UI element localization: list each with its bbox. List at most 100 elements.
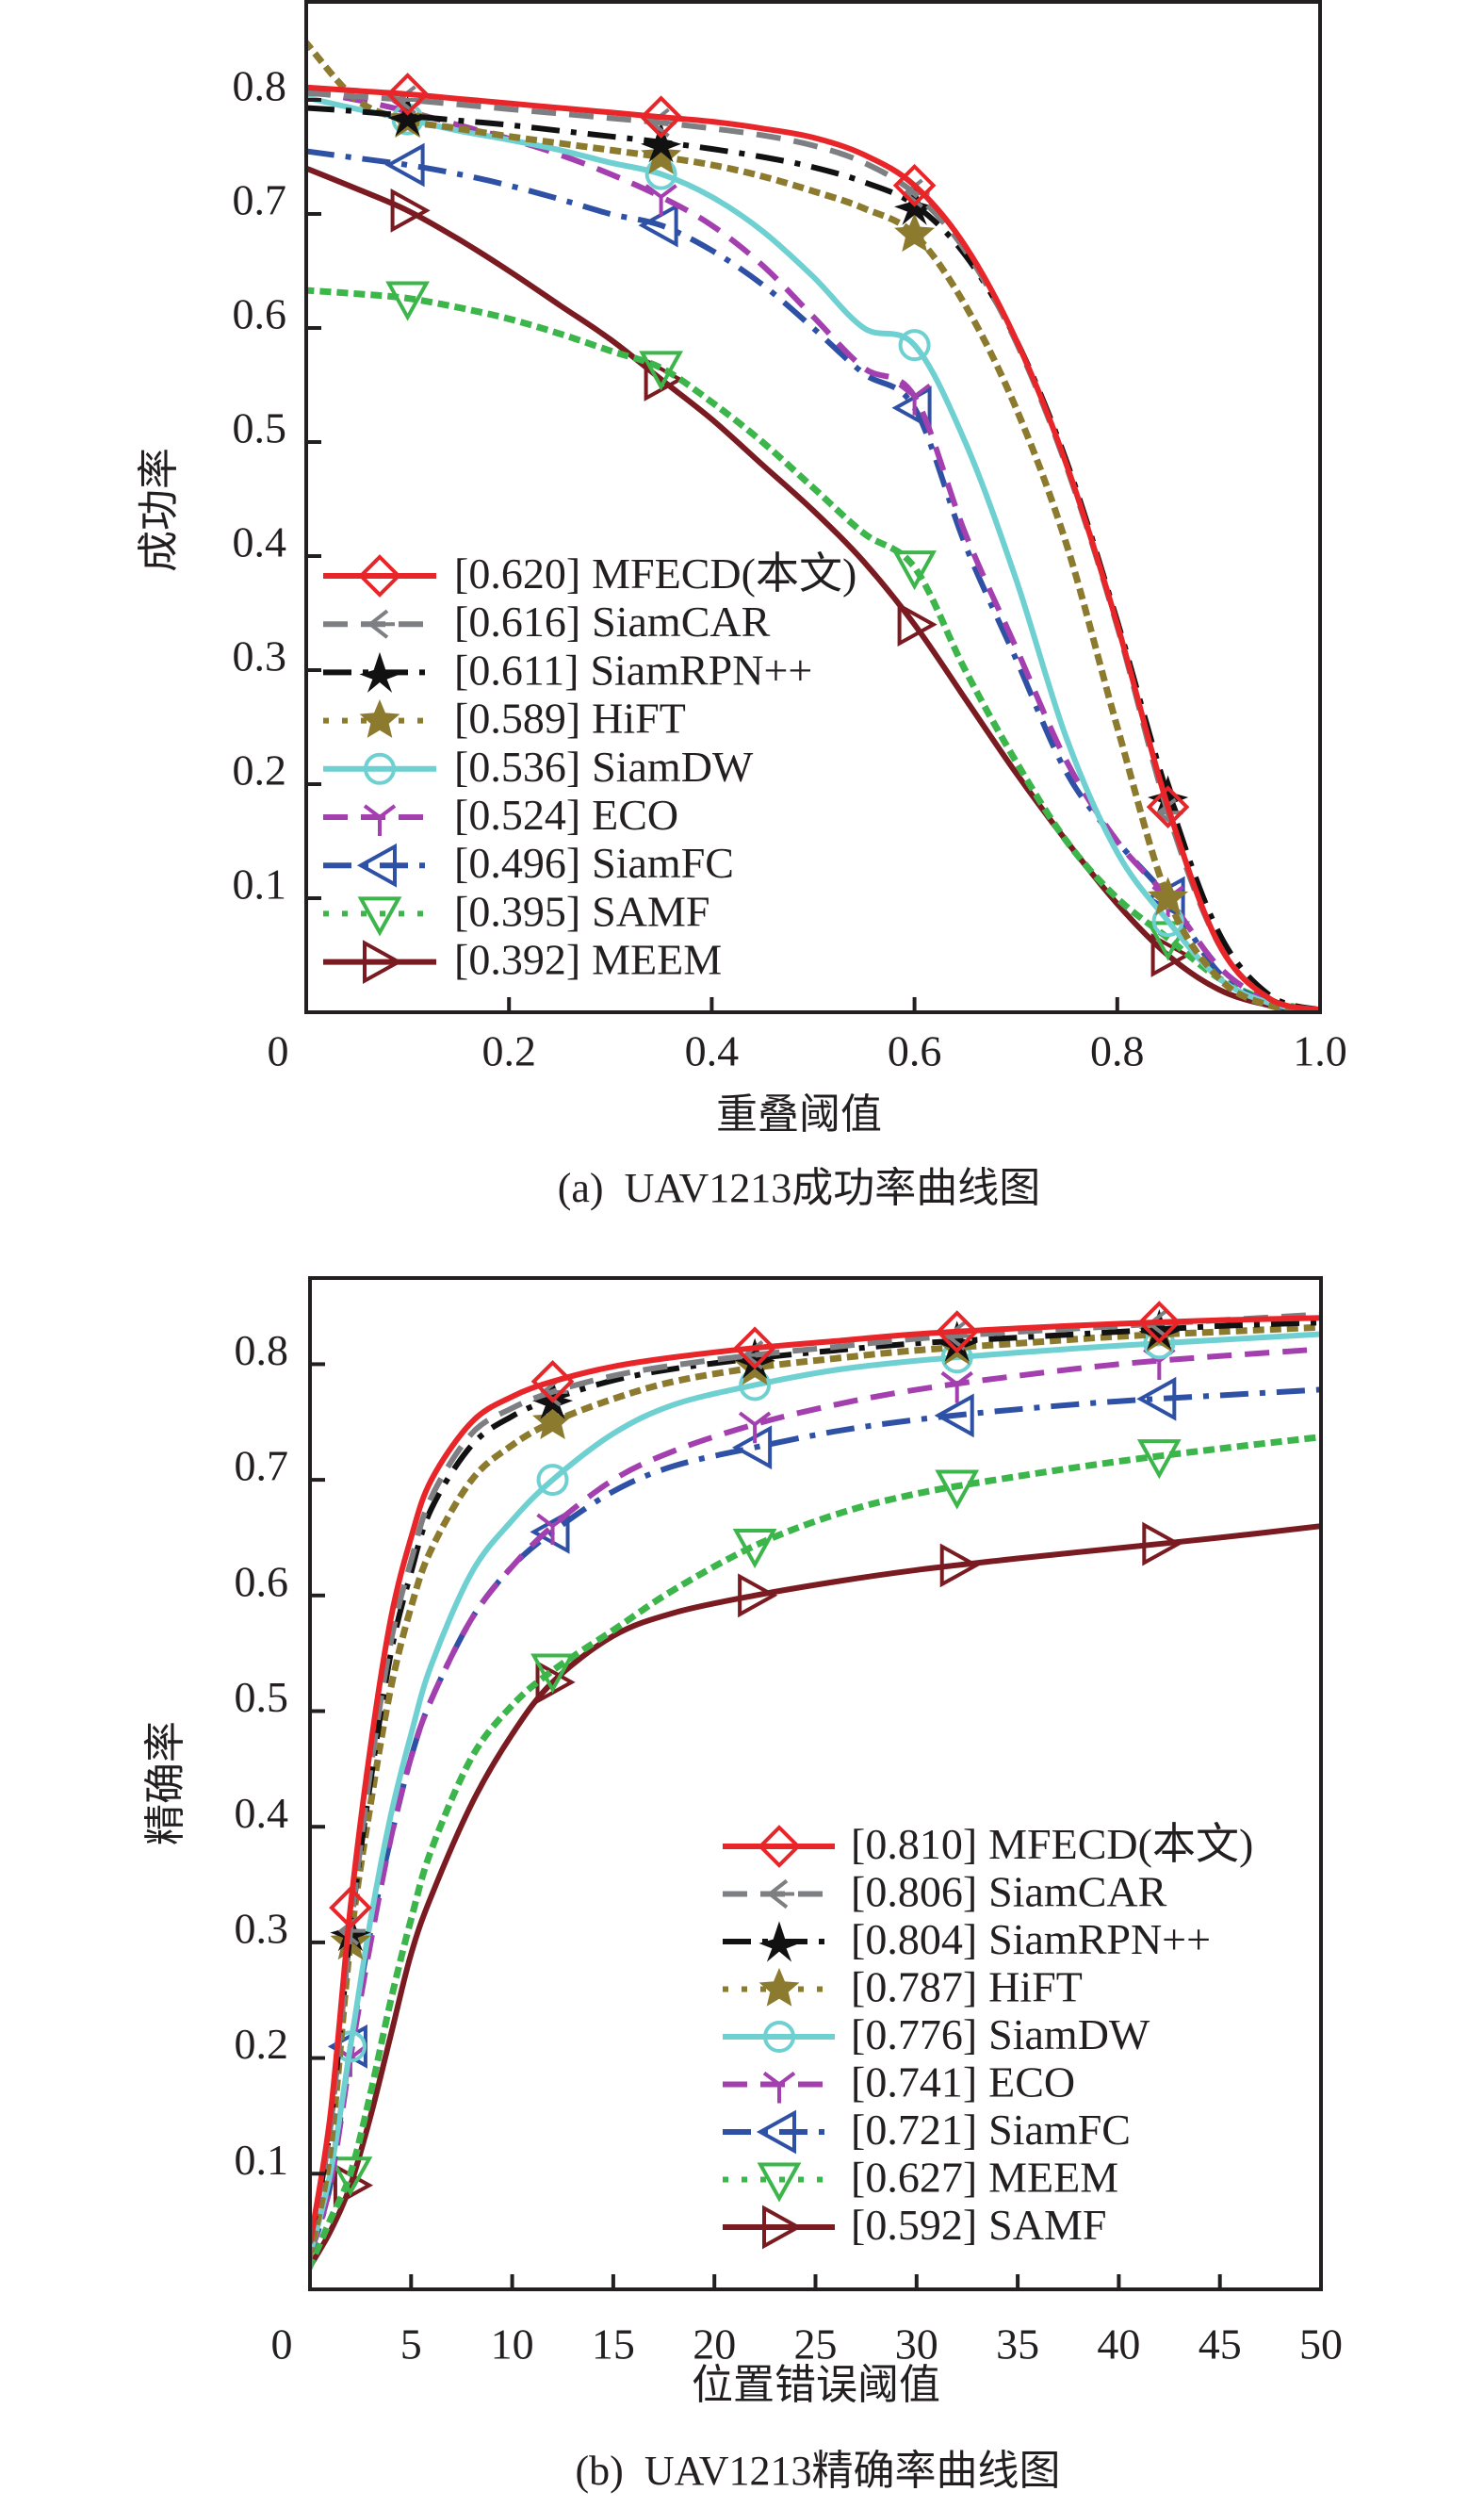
x-tick-label: 0	[268, 1027, 289, 1075]
precision-chart: 0 5 10 15 20 25 30 35 40 45 50 0.1 0.2 0.3 0.4 0.5 0.6 0.…	[141, 1276, 1343, 2494]
series-line	[306, 165, 1320, 1013]
x-tick-label: 0	[271, 2320, 293, 2369]
legend-marker-icon	[357, 896, 402, 937]
legend-score: [0.395]	[454, 887, 580, 935]
legend-marker-icon	[367, 609, 395, 639]
legend-score: [0.620]	[454, 549, 580, 598]
legend-marker-icon	[758, 1921, 800, 1962]
legend-name: SiamFC	[592, 839, 734, 887]
legend-label: [0.806] SiamCAR	[851, 1867, 1167, 1915]
series-line	[310, 1331, 1321, 2255]
series-line	[310, 1315, 1321, 2244]
legend-name: HiFT	[592, 694, 686, 742]
legend-marker-icon	[762, 2071, 796, 2104]
data-point-marker	[644, 357, 684, 402]
legend-marker-icon	[364, 752, 396, 785]
series-line	[306, 148, 1320, 1013]
y-tick-label: 0.5	[235, 1673, 289, 1721]
data-point-marker	[1136, 1439, 1182, 1480]
legend: [0.620] MFECD(本文)[0.616] SiamCAR[0.611] Sia…	[323, 549, 856, 984]
data-point-marker	[1150, 933, 1191, 977]
legend-name: SiamFC	[988, 2106, 1131, 2154]
data-point-marker	[935, 1469, 980, 1510]
legend-marker-icon	[359, 651, 400, 694]
legend-score: [0.616]	[454, 598, 580, 646]
x-axis-title: 重叠阈值	[716, 1090, 882, 1139]
data-point-marker	[1142, 1521, 1182, 1566]
y-tick-label: 0.3	[235, 1904, 289, 1952]
legend-score: [0.806]	[851, 1867, 977, 1915]
legend-label: [0.721] SiamFC	[851, 2106, 1131, 2154]
data-point-marker	[536, 1464, 569, 1497]
data-point-marker	[940, 1370, 973, 1403]
data-point-marker	[1137, 1301, 1182, 1344]
y-tick-label: 0.3	[233, 632, 287, 680]
x-tick-label: 1.0	[1293, 1027, 1347, 1075]
y-tick-label: 0.8	[235, 1326, 289, 1374]
legend-name: SAMF	[988, 2201, 1106, 2249]
data-point-marker	[733, 1326, 776, 1370]
legend-item: [0.536] SiamDW	[323, 742, 754, 790]
series-mfecd-	[306, 73, 1320, 1013]
series-samf	[310, 1521, 1321, 2269]
legend-item: [0.804] SiamRPN++	[723, 1915, 1211, 1963]
legend-score: [0.589]	[454, 694, 580, 742]
data-point-marker	[638, 203, 678, 248]
data-point-marker	[898, 384, 931, 416]
legend-name: SAMF	[592, 887, 709, 935]
series-hift	[306, 38, 1320, 1013]
series-line	[310, 1523, 1321, 2269]
data-point-marker	[935, 1310, 979, 1353]
legend-score: [0.611]	[454, 646, 579, 694]
data-point-marker	[536, 1513, 569, 1546]
data-point-marker	[934, 1393, 974, 1438]
y-tick-label: 0.7	[235, 1442, 289, 1490]
data-point-marker	[892, 550, 937, 591]
legend-name: MFECD(本文)	[592, 549, 856, 598]
x-tick-label: 50	[1299, 2320, 1343, 2369]
data-point-marker	[1136, 1376, 1177, 1421]
series-line	[306, 84, 1320, 1013]
x-tick-label: 0.6	[888, 1027, 942, 1075]
series-mfecd-	[310, 1301, 1321, 2244]
series-line	[310, 1311, 1321, 2244]
tick-labels: 0 0.2 0.4 0.6 0.8 1.0 0.1 0.2 0.3 0.4 0.5 0.6 0.7 0.8	[233, 62, 1347, 1075]
legend-item: [0.611] SiamRPN++	[323, 646, 812, 694]
legend-marker-icon	[758, 1825, 801, 1868]
legend-label: [0.741] ECO	[851, 2057, 1075, 2106]
legend-score: [0.592]	[851, 2201, 977, 2249]
x-tick-label: 40	[1097, 2320, 1140, 2369]
legend-label: [0.524] ECO	[454, 791, 678, 839]
y-tick-label: 0.2	[235, 2020, 289, 2068]
data-point-marker	[641, 122, 682, 163]
legend-item: [0.721] SiamFC	[723, 2106, 1131, 2155]
legend-item: [0.524] ECO	[323, 791, 678, 839]
legend-score: [0.721]	[851, 2106, 977, 2154]
x-tick-label: 45	[1199, 2320, 1242, 2369]
data-point-marker	[738, 1573, 778, 1618]
y-tick-label: 0.1	[233, 861, 287, 909]
axis-ticks	[310, 1362, 1222, 2289]
y-tick-label: 0.6	[235, 1557, 289, 1605]
legend-score: [0.804]	[851, 1915, 977, 1963]
x-tick-label: 20	[693, 2320, 736, 2369]
legend-name: HiFT	[988, 1962, 1083, 2010]
y-tick-label: 0.5	[233, 404, 287, 452]
legend-marker-icon	[756, 2109, 796, 2155]
success-curves	[306, 38, 1320, 1013]
data-point-marker	[387, 95, 429, 137]
legend-name: SiamCAR	[592, 598, 770, 646]
x-tick-label: 15	[592, 2320, 635, 2369]
x-tick-label: 30	[895, 2320, 938, 2369]
data-point-marker	[939, 1543, 980, 1588]
series-line	[306, 38, 1320, 1013]
legend-marker-icon	[758, 1967, 800, 2007]
legend-score: [0.536]	[454, 742, 580, 790]
data-point-marker	[738, 1411, 772, 1444]
legend-marker-icon	[766, 1878, 794, 1910]
legend-score: [0.776]	[851, 2010, 977, 2058]
legend-item: [0.589] HiFT	[323, 694, 686, 742]
success-rate-chart: 0 0.2 0.4 0.6 0.8 1.0 0.1 0.2 0.3 0.4 0.5 0.6 0.7 0.8…	[135, 0, 1347, 1211]
